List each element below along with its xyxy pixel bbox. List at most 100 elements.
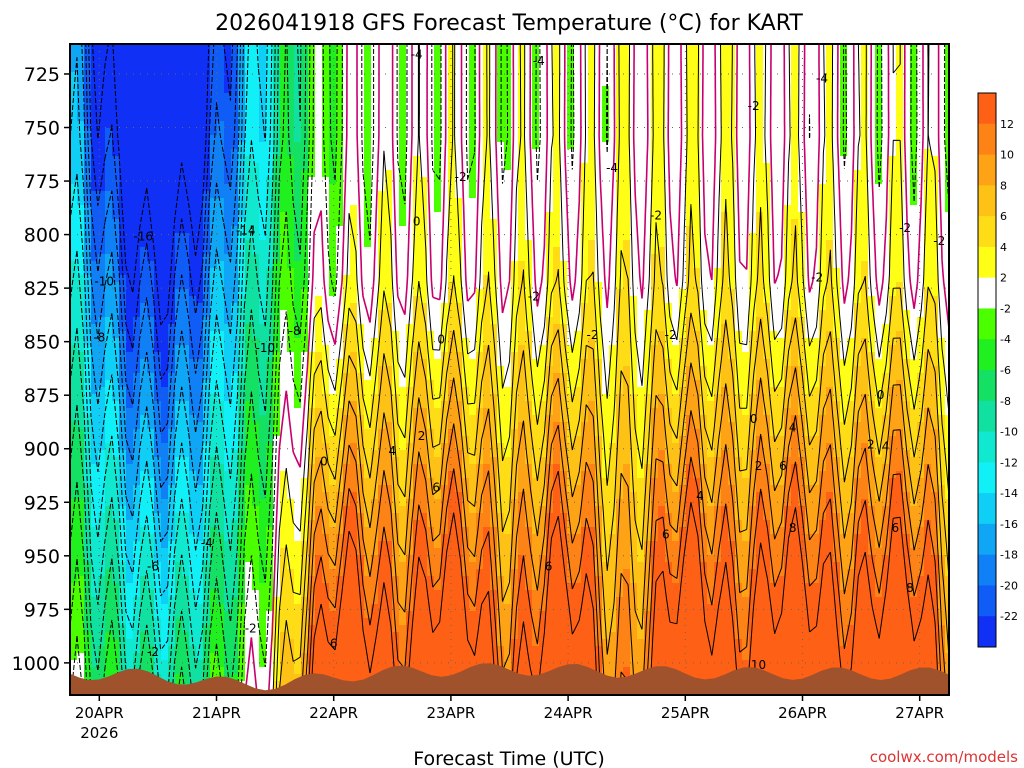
field-cell bbox=[147, 520, 155, 528]
field-cell bbox=[91, 604, 99, 612]
field-cell bbox=[210, 513, 218, 521]
field-cell bbox=[385, 485, 393, 493]
field-cell bbox=[203, 485, 211, 493]
field-cell bbox=[385, 296, 393, 304]
field-cell bbox=[112, 149, 120, 157]
field-cell bbox=[413, 268, 421, 276]
field-cell bbox=[420, 128, 428, 136]
field-cell bbox=[399, 93, 407, 101]
field-cell bbox=[399, 149, 407, 157]
field-cell bbox=[273, 128, 281, 136]
field-cell bbox=[343, 240, 351, 248]
field-cell bbox=[364, 65, 372, 73]
field-cell bbox=[336, 93, 344, 101]
field-cell bbox=[266, 590, 274, 598]
field-cell bbox=[210, 170, 218, 178]
field-cell bbox=[77, 625, 85, 633]
field-cell bbox=[266, 541, 274, 549]
field-cell bbox=[217, 149, 225, 157]
field-cell bbox=[329, 604, 337, 612]
field-cell bbox=[287, 667, 295, 675]
field-cell bbox=[84, 520, 92, 528]
field-cell bbox=[217, 457, 225, 465]
field-cell bbox=[112, 394, 120, 402]
field-cell bbox=[91, 569, 99, 577]
field-cell bbox=[210, 590, 218, 598]
field-cell bbox=[378, 282, 386, 290]
field-cell bbox=[350, 268, 358, 276]
field-cell bbox=[126, 576, 134, 584]
field-cell bbox=[168, 324, 176, 332]
field-cell bbox=[77, 471, 85, 479]
field-cell bbox=[420, 485, 428, 493]
field-cell bbox=[112, 646, 120, 654]
field-cell bbox=[322, 555, 330, 563]
field-cell bbox=[203, 51, 211, 59]
field-cell bbox=[105, 149, 113, 157]
field-cell bbox=[434, 408, 442, 416]
field-cell bbox=[91, 86, 99, 94]
field-cell bbox=[399, 380, 407, 388]
field-cell bbox=[224, 338, 232, 346]
field-cell bbox=[350, 597, 358, 605]
field-cell bbox=[84, 345, 92, 353]
field-cell bbox=[140, 170, 148, 178]
field-cell bbox=[98, 436, 106, 444]
field-cell bbox=[231, 121, 239, 129]
field-cell bbox=[413, 205, 421, 213]
field-cell bbox=[238, 422, 246, 430]
field-cell bbox=[154, 415, 162, 423]
field-cell bbox=[315, 149, 323, 157]
field-cell bbox=[217, 324, 225, 332]
field-cell bbox=[161, 604, 169, 612]
field-cell bbox=[105, 394, 113, 402]
field-cell bbox=[224, 114, 232, 122]
field-cell bbox=[266, 611, 274, 619]
field-cell bbox=[322, 387, 330, 395]
field-cell bbox=[308, 44, 316, 52]
field-cell bbox=[350, 149, 358, 157]
field-cell bbox=[434, 93, 442, 101]
field-cell bbox=[294, 597, 302, 605]
field-cell bbox=[413, 394, 421, 402]
field-cell bbox=[147, 310, 155, 318]
field-cell bbox=[350, 492, 358, 500]
field-cell bbox=[413, 625, 421, 633]
field-cell bbox=[266, 324, 274, 332]
field-cell bbox=[294, 338, 302, 346]
field-cell bbox=[301, 156, 309, 164]
field-cell bbox=[217, 555, 225, 563]
field-cell bbox=[210, 247, 218, 255]
field-cell bbox=[182, 331, 190, 339]
field-cell bbox=[84, 506, 92, 514]
field-cell bbox=[154, 142, 162, 150]
field-cell bbox=[308, 646, 316, 654]
field-cell bbox=[70, 100, 78, 108]
field-cell bbox=[224, 359, 232, 367]
field-cell bbox=[252, 359, 260, 367]
field-cell bbox=[154, 597, 162, 605]
field-cell bbox=[147, 205, 155, 213]
field-cell bbox=[273, 471, 281, 479]
field-cell bbox=[350, 499, 358, 507]
field-cell bbox=[105, 65, 113, 73]
field-cell bbox=[259, 590, 267, 598]
field-cell bbox=[266, 394, 274, 402]
field-cell bbox=[357, 170, 365, 178]
field-cell bbox=[224, 667, 232, 675]
field-cell bbox=[238, 520, 246, 528]
field-cell bbox=[70, 177, 78, 185]
field-cell bbox=[182, 534, 190, 542]
field-cell bbox=[294, 464, 302, 472]
field-cell bbox=[406, 121, 414, 129]
field-cell bbox=[70, 107, 78, 115]
field-cell bbox=[126, 562, 134, 570]
field-cell bbox=[133, 597, 141, 605]
field-cell bbox=[399, 72, 407, 80]
field-cell bbox=[126, 261, 134, 269]
field-cell bbox=[84, 541, 92, 549]
field-cell bbox=[420, 254, 428, 262]
field-cell bbox=[322, 639, 330, 647]
field-cell bbox=[112, 436, 120, 444]
field-cell bbox=[329, 597, 337, 605]
